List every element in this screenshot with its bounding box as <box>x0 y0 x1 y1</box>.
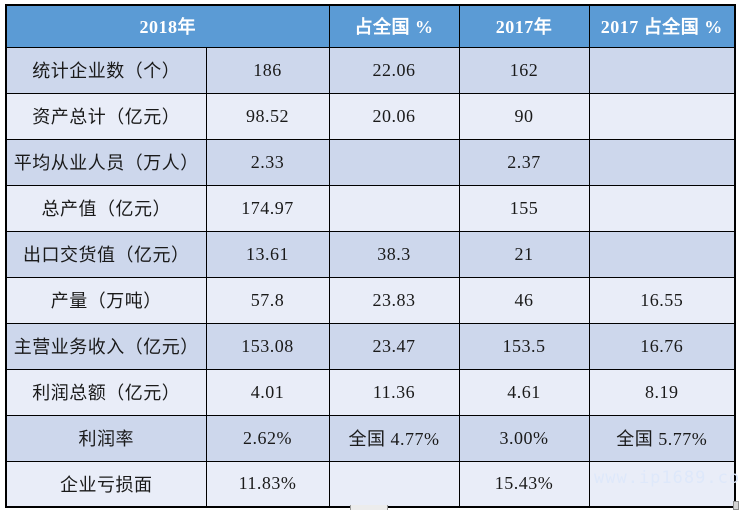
share-2017-cell: 8.19 <box>588 368 736 416</box>
value-2018-cell: 13.61 <box>205 230 330 278</box>
row-label-cell: 利润率 <box>5 414 207 462</box>
table-row: 利润总额（亿元） 4.01 11.36 4.61 8.19 <box>5 368 736 416</box>
header-cell-share-2017: 2017 占全国 % <box>588 4 736 48</box>
value-2017-cell: 2.37 <box>458 138 590 186</box>
statistics-table: 2018年 占全国 % 2017年 2017 占全国 % 统计企业数（个） 186… <box>5 4 736 508</box>
value-2017-cell: 3.00% <box>458 414 590 462</box>
row-label-cell: 平均从业人员（万人） <box>5 138 207 186</box>
value-2018-cell: 98.52 <box>205 92 330 140</box>
horizontal-scrollbar-fragment[interactable] <box>350 505 388 510</box>
value-2018-cell: 4.01 <box>205 368 330 416</box>
share-2018-cell <box>328 184 460 232</box>
header-row: 2018年 占全国 % 2017年 2017 占全国 % <box>5 4 736 48</box>
share-2018-cell: 20.06 <box>328 92 460 140</box>
share-2018-cell: 11.36 <box>328 368 460 416</box>
table-row: 统计企业数（个） 186 22.06 162 <box>5 46 736 94</box>
row-label-cell: 产量（万吨） <box>5 276 207 324</box>
share-2018-cell: 全国 4.77% <box>328 414 460 462</box>
share-2017-cell: 16.76 <box>588 322 736 370</box>
statistics-table-container: 2018年 占全国 % 2017年 2017 占全国 % 统计企业数（个） 186… <box>5 4 736 508</box>
table-row: 资产总计（亿元） 98.52 20.06 90 <box>5 92 736 140</box>
table-row: 企业亏损面 11.83% 15.43% <box>5 460 736 508</box>
value-2018-cell: 153.08 <box>205 322 330 370</box>
value-2017-cell: 46 <box>458 276 590 324</box>
row-label-cell: 企业亏损面 <box>5 460 207 508</box>
value-2017-cell: 4.61 <box>458 368 590 416</box>
row-label-cell: 资产总计（亿元） <box>5 92 207 140</box>
table-row: 出口交货值（亿元） 13.61 38.3 21 <box>5 230 736 278</box>
table-row: 利润率 2.62% 全国 4.77% 3.00% 全国 5.77% <box>5 414 736 462</box>
value-2018-cell: 2.33 <box>205 138 330 186</box>
row-label-cell: 总产值（亿元） <box>5 184 207 232</box>
table-row: 主营业务收入（亿元） 153.08 23.47 153.5 16.76 <box>5 322 736 370</box>
value-2018-cell: 186 <box>205 46 330 94</box>
share-2017-cell: 全国 5.77% <box>588 414 736 462</box>
table-row: 产量（万吨） 57.8 23.83 46 16.55 <box>5 276 736 324</box>
share-2018-cell: 23.83 <box>328 276 460 324</box>
table-row: 平均从业人员（万人） 2.33 2.37 <box>5 138 736 186</box>
value-2017-cell: 15.43% <box>458 460 590 508</box>
share-2018-cell <box>328 138 460 186</box>
row-label-cell: 利润总额（亿元） <box>5 368 207 416</box>
share-2018-cell <box>328 460 460 508</box>
header-cell-2018: 2018年 <box>5 4 330 48</box>
value-2018-cell: 57.8 <box>205 276 330 324</box>
value-2018-cell: 2.62% <box>205 414 330 462</box>
header-cell-2017: 2017年 <box>458 4 590 48</box>
share-2017-cell <box>588 46 736 94</box>
share-2017-cell <box>588 460 736 508</box>
value-2018-cell: 174.97 <box>205 184 330 232</box>
scrollbar-corner-fragment <box>733 501 739 510</box>
share-2017-cell <box>588 184 736 232</box>
table-row: 总产值（亿元） 174.97 155 <box>5 184 736 232</box>
row-label-cell: 统计企业数（个） <box>5 46 207 94</box>
header-cell-share-2018: 占全国 % <box>328 4 460 48</box>
value-2017-cell: 153.5 <box>458 322 590 370</box>
row-label-cell: 出口交货值（亿元） <box>5 230 207 278</box>
share-2017-cell <box>588 138 736 186</box>
value-2017-cell: 90 <box>458 92 590 140</box>
share-2018-cell: 38.3 <box>328 230 460 278</box>
share-2018-cell: 22.06 <box>328 46 460 94</box>
share-2017-cell: 16.55 <box>588 276 736 324</box>
value-2017-cell: 162 <box>458 46 590 94</box>
value-2017-cell: 21 <box>458 230 590 278</box>
share-2017-cell <box>588 92 736 140</box>
value-2017-cell: 155 <box>458 184 590 232</box>
table-body: 统计企业数（个） 186 22.06 162 资产总计（亿元） 98.52 20.06 90 平… <box>5 46 736 508</box>
value-2018-cell: 11.83% <box>205 460 330 508</box>
share-2018-cell: 23.47 <box>328 322 460 370</box>
share-2017-cell <box>588 230 736 278</box>
row-label-cell: 主营业务收入（亿元） <box>5 322 207 370</box>
